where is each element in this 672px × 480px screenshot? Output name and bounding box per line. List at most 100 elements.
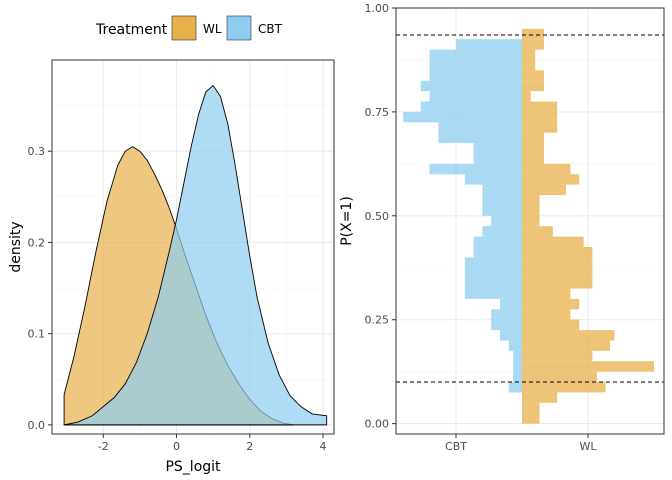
histogram-bar-wl	[522, 340, 610, 351]
histogram-bar-wl	[522, 101, 558, 112]
histogram-bar-cbt	[464, 267, 522, 279]
histogram-bar-wl	[522, 80, 544, 92]
density-y-tick-label: 0.1	[28, 328, 46, 341]
density-y-tick-label: 0.2	[28, 236, 46, 249]
histogram-y-tick-label: 0.25	[365, 314, 390, 327]
histogram-bar-wl	[522, 163, 571, 175]
histogram-bar-cbt	[500, 298, 522, 310]
histogram-bar-cbt	[429, 163, 522, 175]
density-x-tick-label: 4	[320, 440, 327, 453]
histogram-bars	[403, 28, 654, 424]
histogram-bar-cbt	[513, 350, 522, 362]
density-x-tick-label: 0	[173, 440, 180, 453]
histogram-bar-cbt	[513, 371, 522, 383]
histogram-bar-cbt	[482, 184, 522, 196]
histogram-bar-cbt	[429, 59, 522, 71]
histogram-bar-wl	[522, 392, 558, 403]
histogram-bar-wl	[522, 371, 597, 383]
histogram-y-tick-label: 0.50	[365, 210, 390, 223]
histogram-bar-cbt	[482, 195, 522, 206]
histogram-bar-wl	[522, 195, 540, 206]
histogram-bar-wl	[522, 288, 571, 299]
histogram-bar-wl	[522, 205, 540, 216]
histogram-y-axis-title: P(X=1)	[339, 196, 355, 246]
histogram-y-tick-label: 0.75	[365, 106, 390, 119]
histogram-bar-cbt	[473, 236, 522, 247]
histogram-bar-wl	[522, 298, 580, 310]
density-y-tick-label: 0.3	[28, 145, 46, 158]
histogram-panel-border	[395, 7, 665, 435]
legend-swatch-cbt	[226, 15, 252, 41]
density-x-tick-label: 2	[246, 440, 253, 453]
histogram-bar-wl	[522, 122, 558, 133]
histogram-bar-wl	[522, 257, 593, 268]
histogram-y-tick-label: 1.00	[365, 2, 390, 15]
histogram-bar-cbt	[438, 122, 522, 133]
histogram-bar-wl	[522, 278, 593, 289]
histogram-bar-wl	[522, 413, 540, 424]
histogram-bar-wl	[522, 132, 544, 144]
histogram-bar-wl	[522, 184, 566, 196]
histogram-bar-wl	[522, 70, 544, 81]
density-panel: -2 0 2 4 0.0 0.1 0.2 0.3 PS_logit density	[8, 59, 335, 475]
legend-title: Treatment	[95, 22, 168, 38]
histogram-bar-wl	[522, 28, 544, 40]
histogram-bar-cbt	[513, 361, 522, 372]
histogram-bar-cbt	[482, 205, 522, 216]
histogram-bar-wl	[522, 91, 531, 102]
histogram-reference-lines	[396, 34, 664, 383]
histogram-bar-cbt	[464, 288, 522, 299]
histogram-bar-wl	[522, 49, 536, 60]
histogram-bar-wl	[522, 246, 593, 258]
histogram-bar-cbt	[482, 226, 522, 237]
histogram-bar-wl	[522, 39, 544, 50]
histogram-bar-wl	[522, 59, 536, 71]
histogram-bar-cbt	[508, 340, 522, 351]
legend-label-cbt: CBT	[258, 22, 283, 36]
density-x-tick-label: -2	[98, 440, 109, 453]
histogram-bar-cbt	[473, 153, 522, 164]
histogram-bar-cbt	[464, 257, 522, 268]
histogram-bar-cbt	[420, 80, 522, 92]
histogram-bar-cbt	[473, 143, 522, 154]
histogram-bar-cbt	[429, 49, 522, 60]
histogram-bar-wl	[522, 236, 584, 247]
histogram-y-tick-label: 0.00	[365, 418, 390, 431]
density-area-cbt	[63, 84, 328, 426]
histogram-bar-cbt	[429, 70, 522, 81]
legend-label-wl: WL	[203, 22, 222, 36]
histogram-bar-wl	[522, 143, 544, 154]
histogram-bar-wl	[522, 319, 580, 331]
histogram-bar-cbt	[464, 278, 522, 289]
histogram-panel: 0.00 0.25 0.50 0.75 1.00 CBT WL P(X=1)	[339, 2, 665, 453]
histogram-bar-cbt	[429, 91, 522, 102]
histogram-bar-wl	[522, 330, 615, 341]
histogram-bar-wl	[522, 111, 558, 123]
density-x-axis-title: PS_logit	[165, 459, 221, 475]
histogram-bar-wl	[522, 267, 593, 279]
histogram-bar-cbt	[500, 330, 522, 341]
histogram-bar-wl	[522, 382, 606, 393]
histogram-bar-cbt	[438, 132, 522, 144]
density-panel-border	[51, 59, 335, 435]
histogram-bar-cbt	[473, 246, 522, 258]
histogram-bar-cbt	[491, 319, 522, 331]
histogram-x-tick-label: WL	[579, 440, 597, 453]
histogram-bar-wl	[522, 215, 540, 227]
histogram-bar-cbt	[420, 101, 522, 112]
histogram-bar-wl	[522, 153, 544, 164]
histogram-bar-wl	[522, 350, 593, 362]
density-y-axis-title: density	[8, 221, 24, 272]
density-ticks: -2 0 2 4 0.0 0.1 0.2 0.3	[28, 145, 327, 453]
histogram-bar-wl	[522, 226, 553, 237]
histogram-bar-cbt	[403, 111, 522, 123]
histogram-bar-cbt	[491, 309, 522, 320]
histogram-bar-wl	[522, 174, 580, 185]
histogram-bar-wl	[522, 402, 540, 414]
legend: Treatment WL CBT	[95, 15, 283, 41]
histogram-bar-cbt	[456, 39, 522, 50]
histogram-bar-cbt	[491, 215, 522, 227]
histogram-ticks: 0.00 0.25 0.50 0.75 1.00 CBT WL	[365, 2, 598, 453]
histogram-x-tick-label: CBT	[445, 440, 467, 453]
